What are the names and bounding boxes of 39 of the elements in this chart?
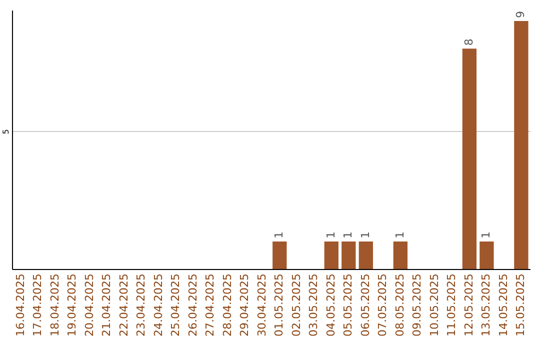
x-tick-label: 10.05.2025 <box>428 274 441 336</box>
x-tick-label: 19.04.2025 <box>66 274 79 336</box>
x-tick-label: 22.04.2025 <box>117 274 130 336</box>
x-tick-label: 30.04.2025 <box>255 274 268 336</box>
x-tick-label: 12.05.2025 <box>462 274 476 336</box>
x-tick-label: 27.04.2025 <box>204 274 217 336</box>
y-tick-label: 5 <box>2 129 10 134</box>
x-tick-label: 17.04.2025 <box>31 274 44 336</box>
x-tick-label: 08.05.2025 <box>393 274 406 336</box>
x-tick-label: 13.05.2025 <box>480 274 493 336</box>
data-label: 1 <box>324 231 338 238</box>
x-tick-label: 11.05.2025 <box>445 274 458 336</box>
x-tick-label: 24.04.2025 <box>152 274 165 336</box>
data-label: 8 <box>462 38 476 46</box>
x-tick-label: 28.04.2025 <box>220 274 234 336</box>
x-tick-label: 20.04.2025 <box>82 274 96 336</box>
x-tick-label: 26.04.2025 <box>186 274 200 336</box>
x-tick-label: 23.04.2025 <box>134 274 148 336</box>
x-tick-label: 05.05.2025 <box>342 274 355 336</box>
x-tick-label: 02.05.2025 <box>290 274 303 336</box>
x-tick-label: 21.04.2025 <box>100 274 114 336</box>
data-label: 1 <box>272 231 286 238</box>
data-label: 1 <box>480 231 493 238</box>
x-tick-label: 16.04.2025 <box>14 274 27 336</box>
x-tick-label: 03.05.2025 <box>307 274 320 336</box>
data-label: 1 <box>342 231 355 238</box>
x-tick-label: 07.05.2025 <box>376 274 390 336</box>
data-label: 9 <box>514 11 528 18</box>
x-tick-label: 25.04.2025 <box>169 274 182 336</box>
data-label: 1 <box>393 231 406 238</box>
x-tick-label: 01.05.2025 <box>272 274 286 336</box>
x-tick-label: 15.05.2025 <box>514 274 528 336</box>
x-tick-label: 29.04.2025 <box>238 274 252 336</box>
x-tick-label: 14.05.2025 <box>496 274 510 336</box>
x-tick-label: 09.05.2025 <box>410 274 424 336</box>
data-label: 1 <box>358 231 372 238</box>
x-tick-label: 04.05.2025 <box>324 274 338 336</box>
x-tick-label: 06.05.2025 <box>358 274 372 336</box>
x-tick-label: 18.04.2025 <box>48 274 62 336</box>
